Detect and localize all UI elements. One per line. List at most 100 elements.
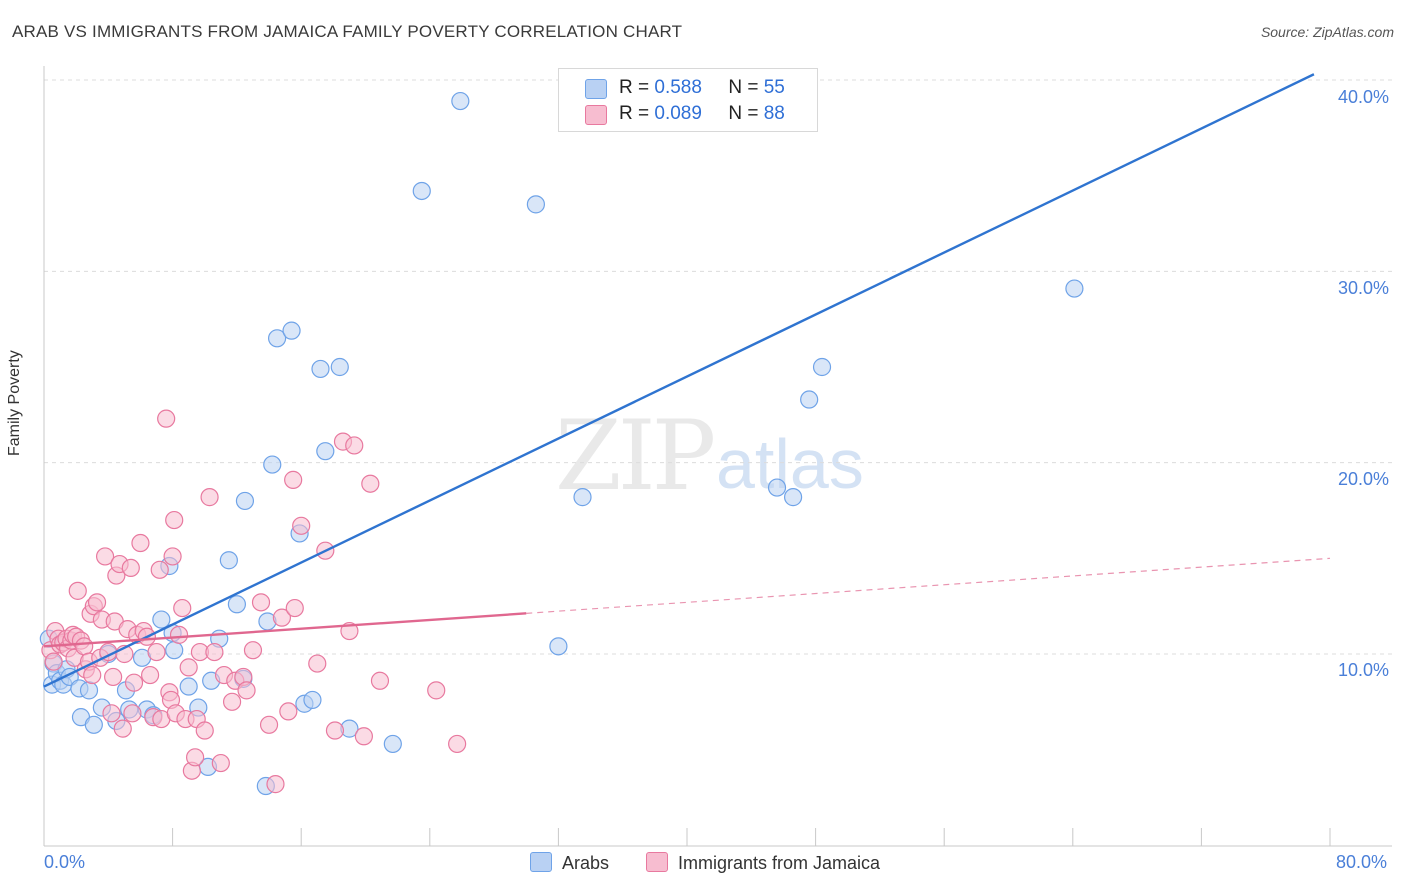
point-jamaica-12 — [68, 581, 87, 600]
point-jamaica-85 — [325, 721, 345, 740]
source-label: Source: ZipAtlas.com — [1260, 24, 1394, 40]
point-jamaica-68 — [259, 715, 279, 734]
y-tick-10: 10.0% — [1338, 660, 1390, 680]
point-arabs-49 — [549, 637, 568, 656]
point-jamaica-82 — [427, 681, 446, 700]
point-arabs-24 — [179, 677, 198, 696]
point-jamaica-60 — [200, 488, 219, 507]
point-jamaica-14 — [75, 637, 94, 656]
y-tick-30: 30.0% — [1338, 278, 1390, 298]
point-jamaica-52 — [173, 598, 192, 618]
r-value-arabs: 0.588 — [654, 77, 702, 98]
point-arabs-40 — [303, 690, 322, 710]
point-arabs-20 — [152, 610, 171, 629]
y-tick-40: 40.0% — [1338, 87, 1390, 107]
point-arabs-29 — [219, 551, 238, 570]
point-jamaica-20 — [87, 593, 107, 612]
point-arabs-43 — [330, 357, 349, 377]
r-value-jamaica: 0.089 — [654, 103, 702, 124]
point-jamaica-71 — [279, 702, 298, 721]
point-jamaica-72 — [284, 470, 303, 489]
point-jamaica-81 — [361, 474, 380, 493]
point-jamaica-23 — [95, 547, 115, 566]
point-arabs-46 — [412, 181, 431, 201]
bottom-legend-label-arabs: Arabs — [562, 853, 610, 873]
point-jamaica-26 — [104, 667, 123, 687]
point-jamaica-79 — [345, 436, 364, 455]
point-jamaica-25 — [102, 704, 121, 723]
n-label: N = — [728, 103, 759, 124]
bottom-legend-jamaica: Immigrants from Jamaica — [646, 852, 880, 874]
point-jamaica-37 — [131, 533, 150, 553]
legend-swatch-jamaica — [585, 105, 607, 125]
point-jamaica-67 — [251, 593, 271, 612]
point-jamaica-1 — [44, 652, 63, 671]
point-arabs-42 — [316, 442, 335, 461]
legend-swatch-arabs — [585, 79, 607, 99]
point-jamaica-45 — [157, 409, 176, 428]
point-jamaica-62 — [211, 753, 230, 773]
point-arabs-51 — [767, 478, 787, 497]
y-axis-label: Family Poverty — [6, 350, 23, 456]
point-arabs-45 — [383, 734, 402, 754]
point-jamaica-70 — [272, 608, 292, 627]
bottom-legend-arabs: Arabs — [530, 852, 609, 874]
point-jamaica-83 — [448, 734, 467, 754]
point-arabs-41 — [311, 359, 330, 379]
point-jamaica-54 — [179, 658, 198, 677]
point-arabs-35 — [263, 455, 282, 474]
point-jamaica-43 — [150, 560, 169, 579]
point-arabs-36 — [267, 329, 287, 348]
point-jamaica-51 — [169, 625, 189, 644]
point-jamaica-40 — [140, 665, 160, 685]
point-arabs-30 — [227, 595, 246, 614]
point-arabs-32 — [235, 491, 255, 511]
point-arabs-9 — [79, 681, 99, 700]
point-jamaica-87 — [222, 692, 242, 711]
point-jamaica-80 — [354, 727, 373, 746]
point-arabs-37 — [282, 321, 301, 340]
trendline-arabs — [43, 73, 1315, 688]
point-jamaica-56 — [186, 748, 205, 767]
point-jamaica-69 — [266, 775, 285, 794]
n-label: N = — [728, 77, 759, 98]
point-jamaica-73 — [285, 598, 304, 618]
point-jamaica-61 — [205, 642, 224, 662]
point-jamaica-34 — [123, 704, 142, 723]
point-jamaica-18 — [83, 665, 102, 685]
point-jamaica-76 — [308, 654, 327, 673]
n-value-arabs: 55 — [763, 77, 785, 98]
x-tick-max: 80.0% — [1336, 852, 1388, 872]
point-jamaica-30 — [113, 719, 132, 738]
r-label: R = — [619, 77, 650, 98]
n-value-jamaica: 88 — [763, 103, 785, 124]
y-tick-20: 20.0% — [1338, 469, 1390, 489]
point-arabs-11 — [84, 715, 103, 734]
trendline-jamaica-dashed — [526, 557, 1331, 614]
bottom-legend-label-jamaica: Immigrants from Jamaica — [678, 853, 881, 873]
point-jamaica-74 — [292, 516, 311, 535]
point-jamaica-86 — [243, 641, 263, 660]
bottom-legend-swatch-arabs — [530, 852, 552, 872]
stats-legend: R = 0.588 N = 55 R = 0.089 N = 88 — [558, 68, 818, 132]
point-jamaica-42 — [147, 642, 166, 662]
point-arabs-55 — [1065, 279, 1084, 298]
point-jamaica-49 — [165, 510, 184, 530]
chart-title: ARAB VS IMMIGRANTS FROM JAMAICA FAMILY P… — [12, 22, 683, 41]
point-arabs-47 — [451, 91, 470, 111]
point-arabs-53 — [800, 390, 819, 409]
point-arabs-48 — [526, 195, 545, 214]
r-label: R = — [619, 103, 650, 124]
point-jamaica-35 — [124, 673, 144, 692]
point-arabs-52 — [783, 488, 803, 507]
point-jamaica-59 — [195, 721, 214, 740]
bottom-legend-swatch-jamaica — [646, 852, 668, 872]
point-arabs-22 — [165, 641, 184, 660]
point-arabs-50 — [573, 488, 592, 507]
point-arabs-54 — [812, 357, 832, 377]
point-jamaica-48 — [163, 547, 182, 566]
point-jamaica-84 — [370, 671, 390, 690]
x-tick-min: 0.0% — [44, 852, 86, 872]
trendline-jamaica — [43, 612, 527, 648]
